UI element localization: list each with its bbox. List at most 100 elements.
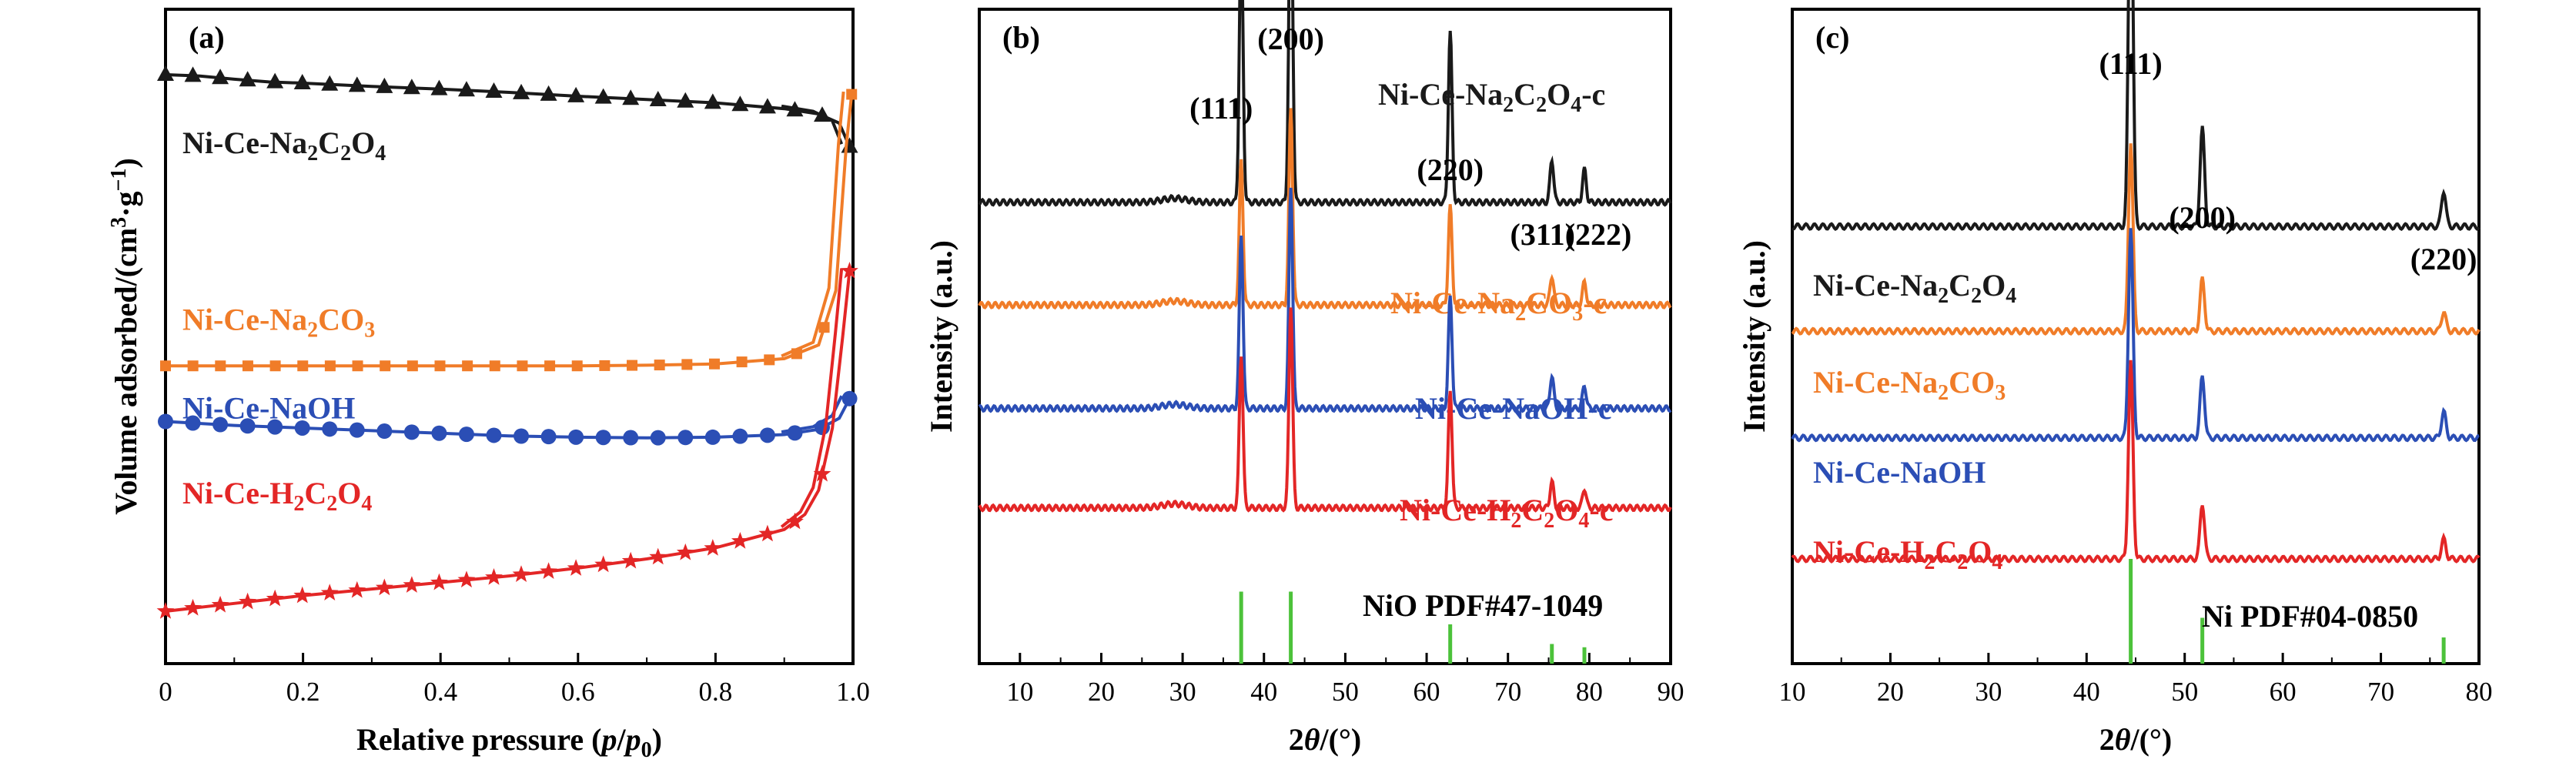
marker-circle xyxy=(185,415,201,431)
label-text: C xyxy=(1526,286,1548,320)
label-subscript: 2 xyxy=(1544,509,1554,533)
label-text: Ni-Ce-H xyxy=(182,476,293,510)
marker-star xyxy=(403,576,421,593)
series-0: Ni-Ce-Na2C2O4-c xyxy=(978,0,1672,207)
series-0: Ni-Ce-Na2C2O4 xyxy=(157,65,858,166)
x-label-part: /(°) xyxy=(2130,722,2173,757)
marker-star xyxy=(211,595,229,613)
label-text: C xyxy=(1514,77,1536,112)
marker-triangle xyxy=(403,79,420,95)
x-tick-label: 70 xyxy=(1494,677,1521,707)
series-label: Ni-Ce-H2C2O4-c xyxy=(1400,493,1614,533)
marker-square xyxy=(681,359,693,370)
marker-triangle xyxy=(184,66,202,82)
marker-square xyxy=(489,360,500,372)
label-subscript: 2 xyxy=(307,319,318,343)
peak-label: (200) xyxy=(1257,22,1324,56)
marker-square xyxy=(297,360,309,372)
marker-star xyxy=(786,512,804,530)
label-subscript: 2 xyxy=(1536,93,1547,117)
xrd-pattern xyxy=(978,307,1672,513)
reference-label: Ni PDF#04-0850 xyxy=(2202,599,2418,634)
label-text: Ni-Ce-H xyxy=(1813,534,1924,569)
marker-triangle xyxy=(513,83,530,99)
marker-circle xyxy=(540,429,557,445)
y-axis-label: Intensity (a.u.) xyxy=(1737,240,1771,433)
panel-label: (b) xyxy=(1002,20,1040,55)
label-text: O xyxy=(1982,268,2006,303)
marker-circle xyxy=(212,416,229,433)
marker-triangle xyxy=(321,75,339,91)
label-text: Ni-Ce-Na xyxy=(1813,268,1938,303)
label-text: O xyxy=(1554,493,1578,527)
marker-star xyxy=(594,555,613,573)
x-label-part: ) xyxy=(652,722,662,757)
marker-circle xyxy=(677,430,694,446)
marker-star xyxy=(266,589,284,607)
x-tick-label: 20 xyxy=(1877,677,1904,707)
marker-square xyxy=(544,360,556,372)
marker-star xyxy=(348,580,366,598)
series-label: Ni-Ce-NaOH xyxy=(182,390,355,425)
panel-a: 0 0.2 0.4 0.6 0.8 1.0(a)Relative pressure (p/… xyxy=(107,8,870,762)
x-label-part: /(°) xyxy=(1320,722,1362,757)
series-label: Ni-Ce-NaOH xyxy=(1813,455,1986,490)
marker-circle xyxy=(787,425,803,441)
marker-square xyxy=(764,354,775,366)
series-0: Ni-Ce-Na2C2O4 xyxy=(1791,0,2481,308)
y-label-sup: −1 xyxy=(107,169,131,192)
x-label-sub: 0 xyxy=(641,738,652,762)
label-text: O xyxy=(337,476,361,510)
peak-label: (111) xyxy=(1189,91,1253,125)
x-tick-label: 80 xyxy=(1576,677,1603,707)
marker-triangle xyxy=(594,88,612,104)
marker-square xyxy=(599,360,611,371)
xrd-pattern xyxy=(1791,228,2480,443)
marker-triangle xyxy=(485,82,503,98)
peak-label: (222) xyxy=(1565,217,1632,252)
series-label: Ni-Ce-Na2CO3-c xyxy=(1390,286,1607,326)
marker-circle xyxy=(486,427,502,443)
marker-square xyxy=(434,360,446,372)
label-text: C xyxy=(1949,365,1971,400)
marker-star xyxy=(540,562,557,579)
series-1: Ni-Ce-Na2CO3 xyxy=(160,89,858,372)
marker-circle xyxy=(623,430,639,446)
marker-star xyxy=(485,568,503,585)
marker-star xyxy=(375,578,393,596)
marker-square xyxy=(846,89,858,100)
marker-circle xyxy=(759,427,775,443)
label-text: Ni-Ce-Na xyxy=(1813,365,1938,400)
xrd-pattern xyxy=(978,108,1672,310)
marker-triangle xyxy=(157,65,174,81)
series-label: Ni-Ce-Na2C2O4-c xyxy=(1378,77,1605,117)
peak-label: (311) xyxy=(1510,217,1575,252)
marker-circle xyxy=(294,420,310,436)
label-subscript: 2 xyxy=(1938,284,1949,308)
marker-triangle xyxy=(813,106,831,122)
x-tick-label: 30 xyxy=(1169,677,1196,707)
label-subscript: 2 xyxy=(293,492,304,516)
marker-square xyxy=(736,356,748,368)
series-label: Ni-Ce-Na2CO3 xyxy=(1813,365,2006,405)
marker-circle xyxy=(376,423,393,440)
label-subscript: 3 xyxy=(1572,302,1583,326)
marker-triangle xyxy=(704,93,721,109)
marker-star xyxy=(457,570,476,588)
marker-square xyxy=(627,360,638,371)
x-tick-label: 60 xyxy=(2270,677,2297,707)
reference-label: NiO PDF#47-1049 xyxy=(1363,588,1603,623)
y-axis-label: Intensity (a.u.) xyxy=(924,240,958,433)
x-label-part: Relative pressure ( xyxy=(356,722,601,757)
xrd-pattern xyxy=(1791,360,2481,564)
x-label-theta: θ xyxy=(1304,722,1320,757)
marker-star xyxy=(512,565,530,582)
marker-circle xyxy=(595,430,611,446)
x-axis-label: 2θ/(°) xyxy=(1289,722,1362,757)
label-text: O xyxy=(1547,77,1571,112)
x-axis-label: 2θ/(°) xyxy=(2099,722,2173,757)
panel-b: 10 20 30 40 50 60 70 80 90(b)2θ/(°)Intensity (a.… xyxy=(924,0,1684,757)
peak-label: (111) xyxy=(2099,46,2163,81)
peak-label: (220) xyxy=(1417,152,1484,187)
marker-star xyxy=(649,547,667,565)
